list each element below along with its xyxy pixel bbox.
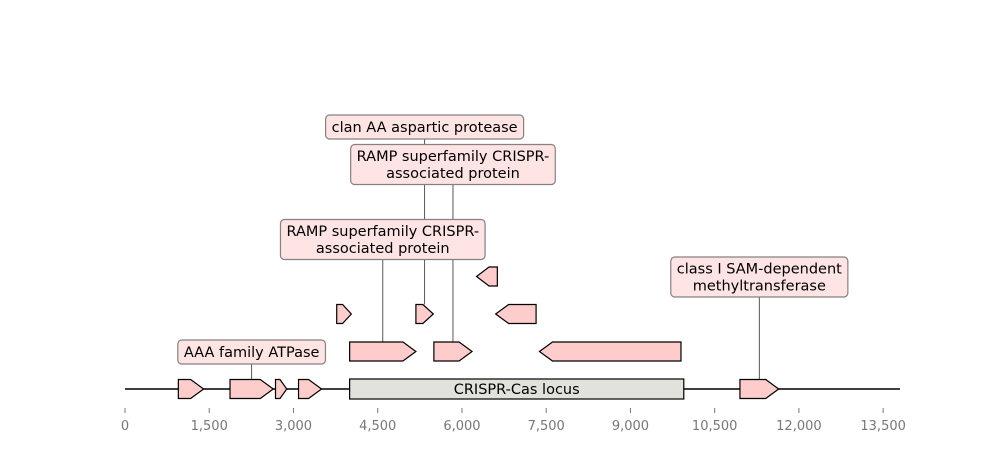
- axis-tick-label: 10,500: [692, 419, 738, 434]
- axis-tick-label: 12,000: [776, 419, 822, 434]
- gene-feature-f12: [739, 378, 780, 400]
- annotation-label-f2: AAA family ATPase: [177, 339, 327, 365]
- annotation-text: AAA family ATPase: [184, 345, 320, 361]
- annotation-text: associated protein: [316, 241, 450, 257]
- gene-feature-f6: [433, 341, 474, 362]
- annotation-box: [279, 218, 486, 261]
- annotation-text: clan AA aspartic protease: [332, 120, 518, 136]
- annotation-box: [670, 256, 849, 298]
- gene-feature-f5: [349, 341, 417, 362]
- gene-feature-f11: [475, 266, 498, 287]
- gene-feature-f1: [177, 378, 205, 400]
- axis-tick-label: 7,500: [528, 419, 565, 434]
- annotation-text: class I SAM-dependent: [677, 262, 842, 278]
- axis-tick-label: 3,000: [275, 419, 312, 434]
- gene-feature-f9: [415, 303, 435, 325]
- axis-tick-label: 4,500: [359, 419, 396, 434]
- features: [177, 266, 780, 400]
- annotation-box: [325, 114, 525, 140]
- gene-feature-f2: [229, 378, 275, 400]
- crispr-cas-locus-box: [349, 378, 685, 400]
- gene-feature-f8: [336, 303, 353, 325]
- annotation-text: RAMP superfamily CRISPR-: [357, 149, 550, 165]
- annotation-label-f9: clan AA aspartic protease: [325, 114, 525, 140]
- gene-feature-f3: [274, 378, 288, 400]
- x-axis: 0 1,500 3,000 4,500 6,000 7,500 9,000 10,500 12,…: [121, 408, 906, 434]
- axis-tick-label: 13,500: [860, 419, 906, 434]
- annotation-label-f6: RAMP superfamily CRISPR-associated prote…: [350, 143, 556, 186]
- annotation-box: [350, 143, 556, 186]
- annotation-text: RAMP superfamily CRISPR-: [286, 224, 479, 240]
- axis-tick-label: 1,500: [191, 419, 228, 434]
- axis-tick-label: 6,000: [443, 419, 480, 434]
- gene-feature-f4: [297, 378, 323, 400]
- annotation-text: associated protein: [386, 166, 520, 182]
- annotation-text: methyltransferase: [693, 279, 826, 295]
- axis-tick-label: 9,000: [612, 419, 649, 434]
- annotation-box: [177, 339, 327, 365]
- gene-feature-f10: [494, 303, 537, 325]
- annotation-label-f5: RAMP superfamily CRISPR-associated prote…: [279, 218, 486, 261]
- annotation-labels: AAA family ATPase RAMP superfamily CRISPR…: [177, 114, 849, 365]
- gene-feature-f7: [538, 341, 682, 362]
- crispr-cas-locus-label: CRISPR-Cas locus: [454, 382, 580, 398]
- axis-tick-label: 0: [121, 419, 129, 434]
